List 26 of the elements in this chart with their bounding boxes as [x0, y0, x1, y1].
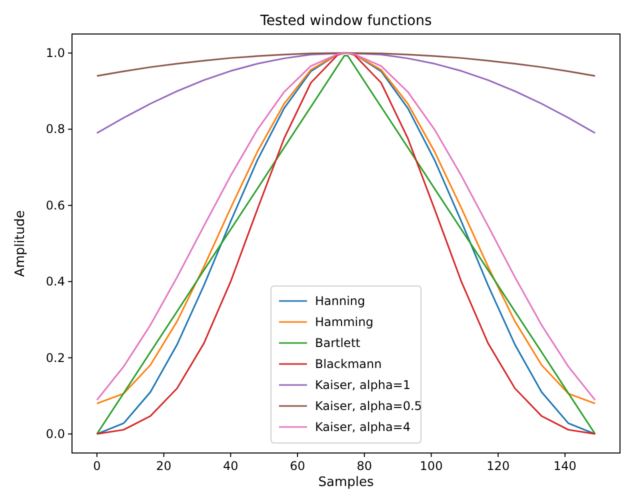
- x-tick-label: 80: [356, 459, 372, 473]
- legend-label: Hamming: [315, 315, 374, 329]
- x-tick-label: 60: [290, 459, 306, 473]
- y-tick-label: 0.4: [46, 274, 65, 289]
- x-tick-label: 0: [93, 459, 101, 473]
- x-tick-label: 20: [156, 459, 172, 473]
- x-axis-title: Samples: [318, 475, 374, 490]
- chart-title: Tested window functions: [259, 13, 432, 29]
- y-tick-label: 0.6: [46, 198, 65, 212]
- y-tick-label: 0.2: [46, 350, 65, 365]
- legend-label: Kaiser, alpha=4: [315, 420, 410, 434]
- x-tick-label: 140: [554, 459, 576, 473]
- x-tick-label: 120: [486, 459, 510, 473]
- y-tick-label: 1.0: [46, 46, 65, 60]
- legend-label: Hanning: [315, 294, 366, 308]
- y-tick-label: 0.0: [46, 426, 65, 441]
- legend-label: Blackmann: [315, 357, 382, 371]
- line-series: [96, 52, 596, 77]
- y-axis-title: Amplitude: [13, 210, 28, 277]
- legend-label: Kaiser, alpha=0.5: [315, 399, 422, 413]
- x-tick-label: 40: [223, 459, 238, 473]
- legend-label: Kaiser, alpha=1: [315, 378, 410, 392]
- y-tick-label: 0.8: [46, 122, 65, 136]
- line-series: [96, 52, 596, 134]
- legend-label: Bartlett: [315, 336, 361, 350]
- x-tick-label: 100: [420, 459, 443, 473]
